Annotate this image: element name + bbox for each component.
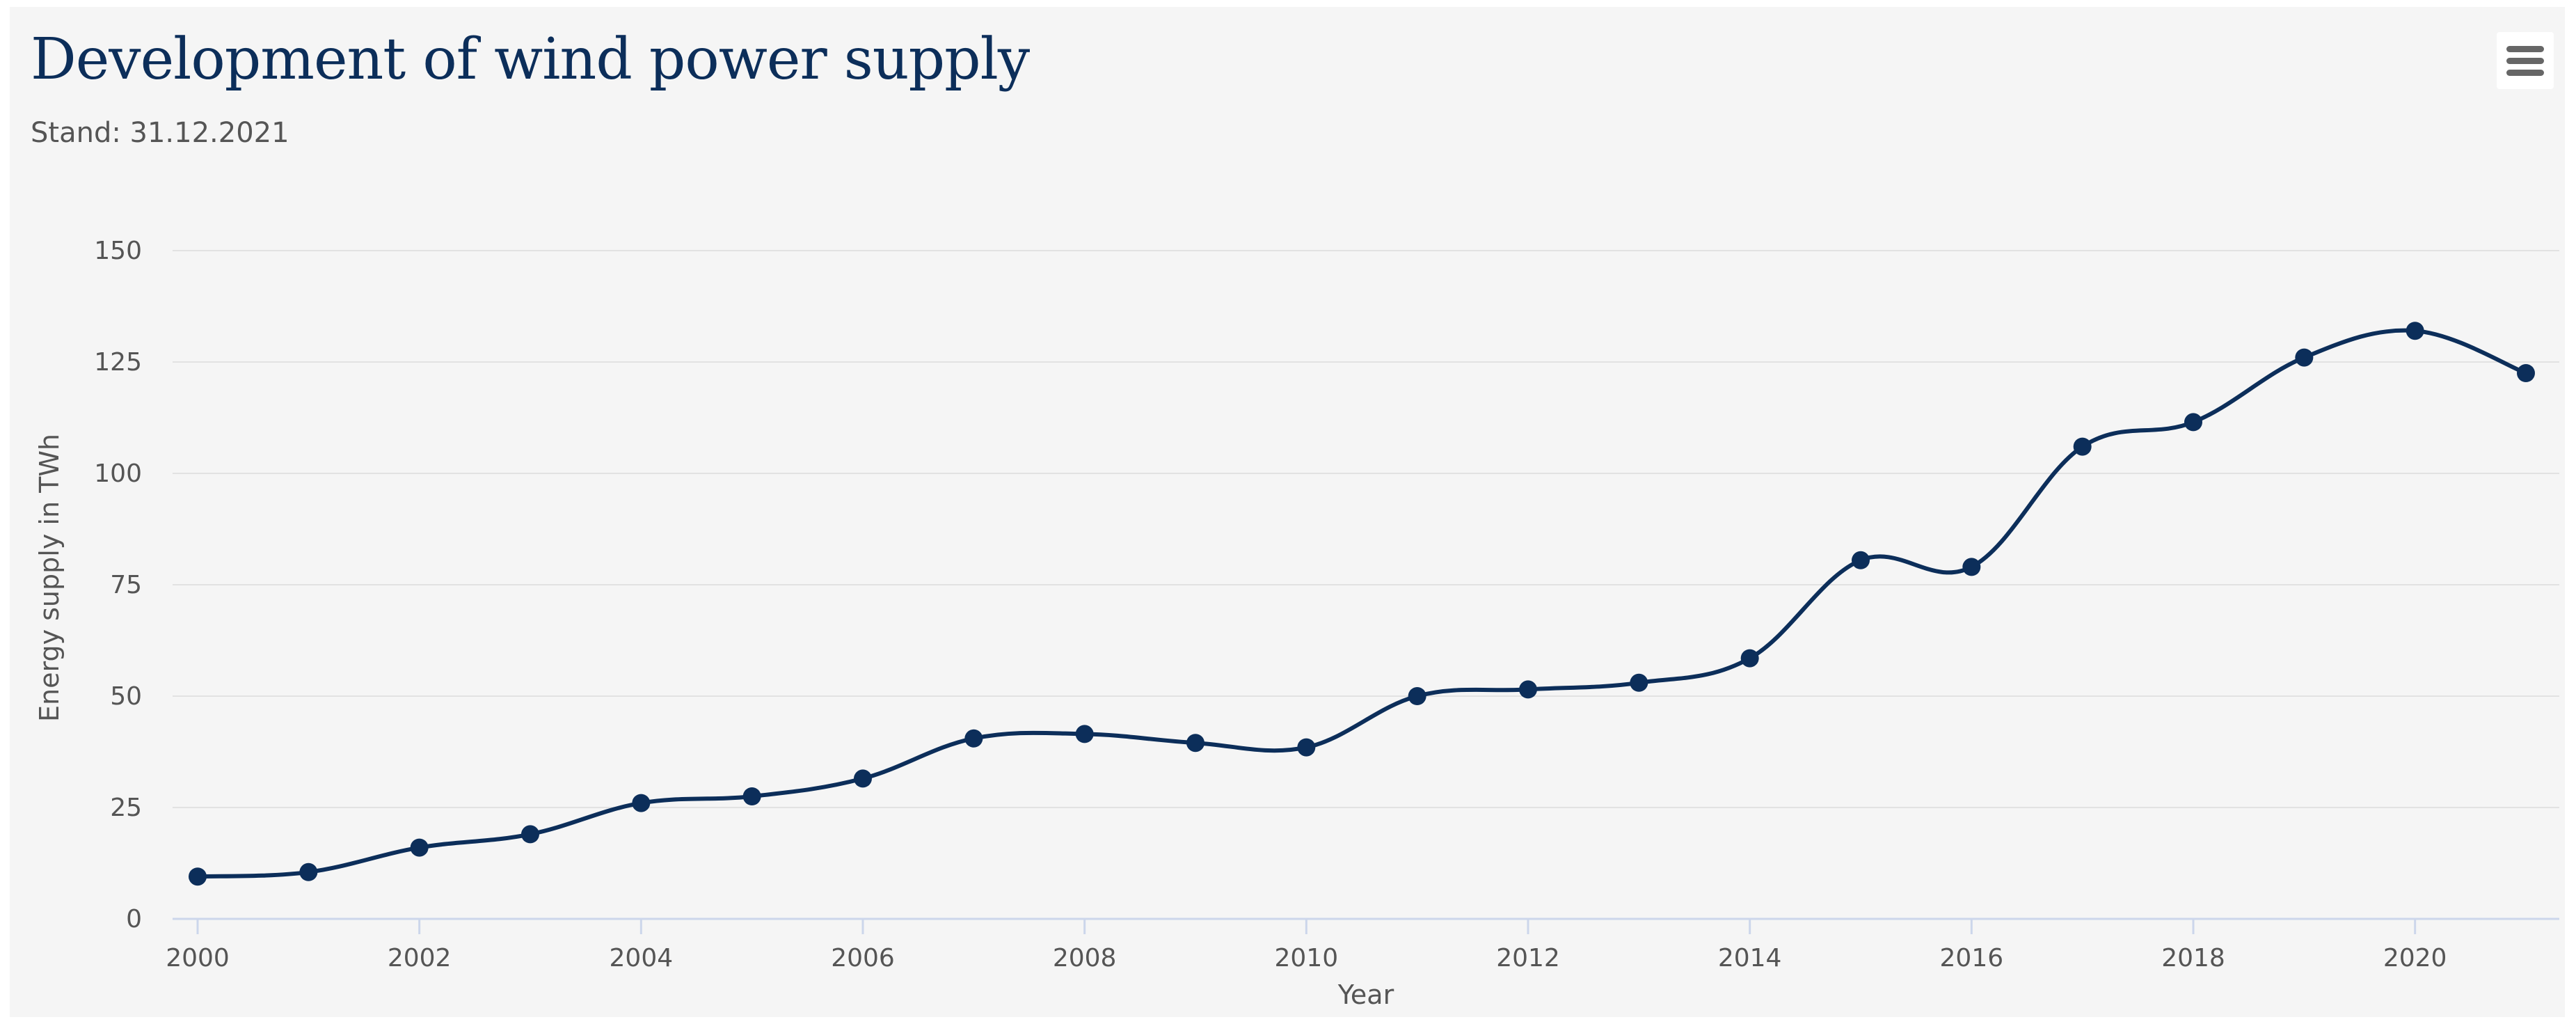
data-point <box>1186 734 1204 753</box>
data-point <box>854 769 872 788</box>
x-tick-label: 2020 <box>2383 944 2447 972</box>
y-tick-label: 75 <box>110 571 142 599</box>
y-axis-title: Energy supply in TWh <box>34 434 65 722</box>
data-point <box>964 729 983 748</box>
x-tick-label: 2014 <box>1718 944 1782 972</box>
grid-lines <box>173 250 2559 808</box>
y-tick-label: 0 <box>126 905 142 934</box>
data-point <box>1740 649 1759 668</box>
data-point <box>410 838 429 857</box>
line-chart: 0 25 50 75 100 125 150 2000 2002 2004 2006 2008 201… <box>34 237 2559 1010</box>
data-point <box>189 867 207 886</box>
data-point <box>632 794 651 812</box>
x-tick-label: 2006 <box>831 944 895 972</box>
data-point <box>2295 348 2314 367</box>
x-tick-label: 2012 <box>1496 944 1560 972</box>
data-point <box>521 825 539 844</box>
hamburger-menu-icon-bar <box>2506 69 2544 76</box>
x-axis <box>173 917 2559 934</box>
chart-subtitle: Stand: 31.12.2021 <box>31 117 289 149</box>
data-point <box>2073 437 2092 456</box>
chart-title: Development of wind power supply <box>31 26 1030 93</box>
data-point <box>1630 673 1648 692</box>
y-axis-tick-labels: 0 25 50 75 100 125 150 <box>94 237 142 934</box>
x-tick-label: 2000 <box>166 944 230 972</box>
data-point <box>1519 680 1537 699</box>
series-line <box>197 328 2527 879</box>
data-point <box>299 862 318 881</box>
chart-menu-button[interactable] <box>2497 32 2554 89</box>
data-point <box>2517 364 2535 382</box>
data-point <box>1075 725 1094 743</box>
x-tick-label: 2016 <box>1940 944 2004 972</box>
y-tick-label: 125 <box>94 348 142 377</box>
hamburger-menu-icon <box>2506 45 2544 52</box>
x-tick-label: 2010 <box>1275 944 1339 972</box>
x-tick-label: 2004 <box>610 944 674 972</box>
x-tick-label: 2008 <box>1053 944 1117 972</box>
y-tick-label: 100 <box>94 459 142 488</box>
y-tick-label: 25 <box>110 794 142 822</box>
x-tick-label: 2002 <box>388 944 452 972</box>
data-point <box>2184 413 2202 432</box>
series-layer <box>189 322 2535 886</box>
x-tick-label: 2018 <box>2161 944 2225 972</box>
data-point <box>1408 687 1426 705</box>
data-point <box>742 787 761 805</box>
chart-container: 0 25 50 75 100 125 150 2000 2002 2004 2006 2008 201… <box>10 7 2565 1017</box>
data-point <box>1962 558 1981 576</box>
x-axis-tick-labels: 2000 2002 2004 2006 2008 2010 2012 2014 2016 2018… <box>166 944 2447 972</box>
data-point <box>2406 322 2424 340</box>
hamburger-menu-icon-bar <box>2506 57 2544 64</box>
data-point <box>1297 738 1316 757</box>
x-axis-title: Year <box>1337 979 1394 1010</box>
y-tick-label: 150 <box>94 237 142 265</box>
data-point <box>1852 551 1870 569</box>
y-tick-label: 50 <box>110 682 142 711</box>
